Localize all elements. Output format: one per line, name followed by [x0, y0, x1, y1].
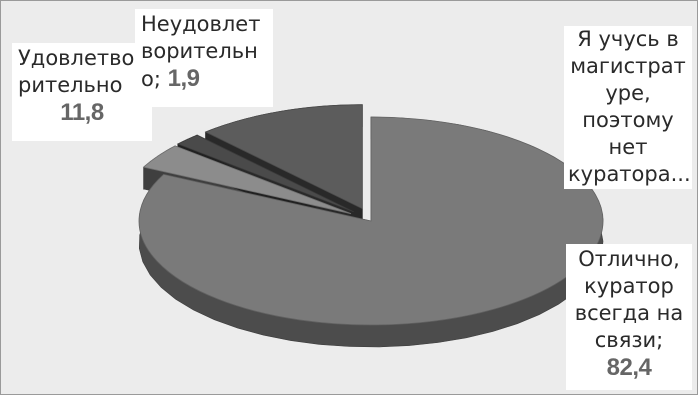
- label-excellent-line-2: куратор: [584, 274, 674, 298]
- label-master-line-1: Я учусь в: [577, 27, 679, 51]
- label-unsatisfactory-line-3: о; 1,9: [141, 65, 267, 93]
- label-unsatisfactory-tail: о;: [141, 67, 168, 91]
- pie-slice-1: [142, 145, 352, 215]
- label-satisfactory-line-1: Удовлетво: [18, 46, 135, 70]
- label-master-line-3: уре,: [605, 81, 651, 105]
- label-master-line-5: нет: [608, 135, 648, 159]
- label-satisfactory-line-2: рительно: [18, 73, 123, 97]
- label-excellent: Отлично, куратор всегда на связи; 82,4: [566, 244, 692, 390]
- label-excellent-line-3: всегда на: [574, 301, 684, 325]
- label-unsatisfactory-line-2: ворительн: [141, 39, 258, 63]
- label-master-line-4: поэтому: [582, 108, 674, 132]
- label-unsatisfactory: Неудовлет ворительн о; 1,9: [135, 9, 273, 107]
- label-unsatisfactory-line-1: Неудовлет: [141, 12, 261, 36]
- label-master-line-2: магистрат: [570, 54, 686, 78]
- label-excellent-line-4: связи;: [594, 328, 664, 352]
- pie-slice-3: [204, 104, 363, 210]
- pie-slice-0: [138, 116, 604, 326]
- label-excellent-line-1: Отлично,: [578, 247, 680, 271]
- label-unsatisfactory-value: 1,9: [167, 65, 200, 92]
- label-excellent-value: 82,4: [606, 354, 652, 381]
- label-master-line-6: куратора...: [568, 162, 691, 186]
- label-satisfactory: Удовлетво рительно 11,8: [12, 43, 152, 141]
- label-master: Я учусь в магистрат уре, поэтому нет кур…: [564, 26, 692, 189]
- pie-slice-2: [176, 134, 354, 213]
- label-satisfactory-value: 11,8: [60, 99, 104, 126]
